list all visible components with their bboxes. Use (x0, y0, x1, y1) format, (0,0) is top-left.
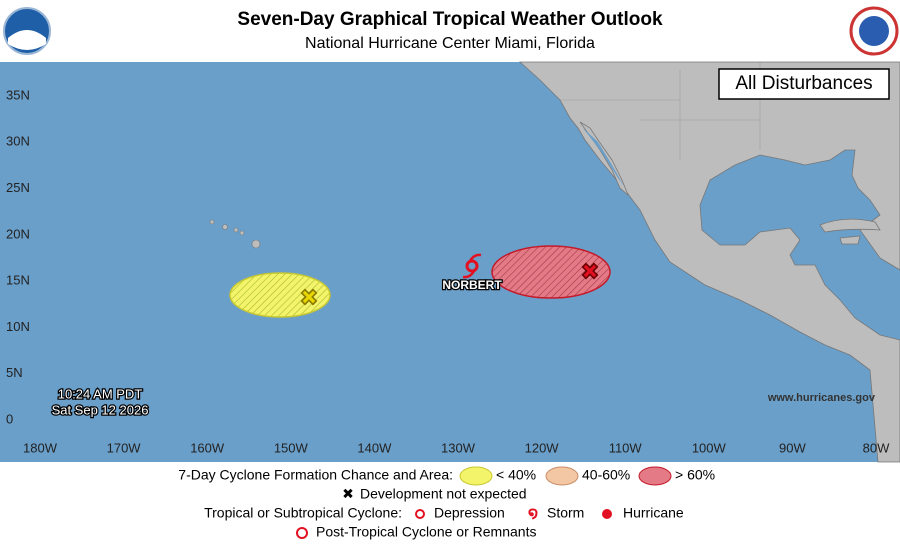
disturbance-area-low (229, 272, 331, 318)
lon-label: 130W (441, 440, 476, 455)
lat-label: 35N (6, 87, 30, 102)
disturbance-x-high: ✖ (581, 259, 599, 284)
hawaii (209, 219, 261, 249)
formation-title: 7-Day Cyclone Formation Chance and Area: (178, 467, 453, 483)
land (518, 61, 900, 463)
province-lines (560, 62, 761, 160)
cyclone-title: Tropical or Subtropical Cyclone: (204, 505, 402, 521)
cyclone-depression: Depression (434, 505, 505, 521)
noaa-logo-wave (8, 30, 46, 50)
lat-label: 10N (6, 319, 30, 334)
storm-symbol (462, 253, 482, 279)
legend-swatch-mid (545, 466, 579, 486)
chance-high: > 60% (675, 467, 715, 483)
map: ✖ ✖ NORBERT All Disturbances 10:24 AM PD… (0, 61, 900, 463)
lat-label: 25N (6, 180, 30, 195)
lon-label: 120W (525, 440, 560, 455)
panel-label-box (718, 68, 890, 100)
lat-label: 15N (6, 273, 30, 288)
title: Seven-Day Graphical Tropical Weather Out… (237, 9, 663, 30)
lon-label: 100W (692, 440, 727, 455)
lon-label: 90W (779, 440, 806, 455)
nws-logo-center (859, 16, 889, 46)
not-expected-icon: ✖ (342, 486, 354, 502)
hurricane-icon (602, 509, 612, 519)
lon-label: 180W (23, 440, 58, 455)
panel-label: All Disturbances (735, 73, 872, 94)
lon-label: 80W (863, 440, 890, 455)
lat-label: 30N (6, 134, 30, 149)
storm-label: NORBERT (442, 278, 502, 292)
lon-label: 150W (274, 440, 309, 455)
legend-swatch-high (638, 466, 672, 486)
post-tropical-icon (296, 527, 308, 539)
not-expected: Development not expected (360, 486, 527, 502)
disturbance-area-high (491, 245, 611, 299)
baja-peninsula (579, 121, 629, 196)
timestamp-date: Sat Sep 12 2026 (52, 402, 149, 417)
graticule-labels: 35N 30N 25N 20N 15N 10N 5N 0 180W 170W 160W 150W 140… (6, 87, 890, 455)
lon-label: 110W (609, 440, 643, 455)
caribbean-islands (819, 218, 881, 245)
legend-swatch-low (459, 466, 493, 486)
chance-mid: 40-60% (582, 467, 630, 483)
lon-label: 170W (107, 440, 142, 455)
lon-label: 140W (357, 440, 392, 455)
disturbance-x-low: ✖ (300, 285, 318, 310)
legend: 7-Day Cyclone Formation Chance and Area:… (178, 466, 715, 540)
storm-icon: ໑ (528, 505, 538, 522)
lat-label: 0 (6, 412, 13, 427)
lon-label: 160W (190, 440, 225, 455)
lat-label: 5N (6, 365, 23, 380)
cyclone-storm: Storm (547, 505, 584, 521)
cyclone-hurricane: Hurricane (623, 505, 684, 521)
post-tropical: Post-Tropical Cyclone or Remnants (316, 524, 536, 540)
timestamp-time: 10:24 AM PDT (58, 386, 143, 401)
header-bg (0, 0, 900, 62)
depression-icon (415, 509, 425, 519)
chance-low: < 40% (496, 467, 536, 483)
website: www.hurricanes.gov (767, 392, 876, 404)
subtitle: National Hurricane Center Miami, Florida (305, 35, 595, 52)
gulf-of-california (583, 128, 624, 186)
lat-label: 20N (6, 226, 30, 241)
